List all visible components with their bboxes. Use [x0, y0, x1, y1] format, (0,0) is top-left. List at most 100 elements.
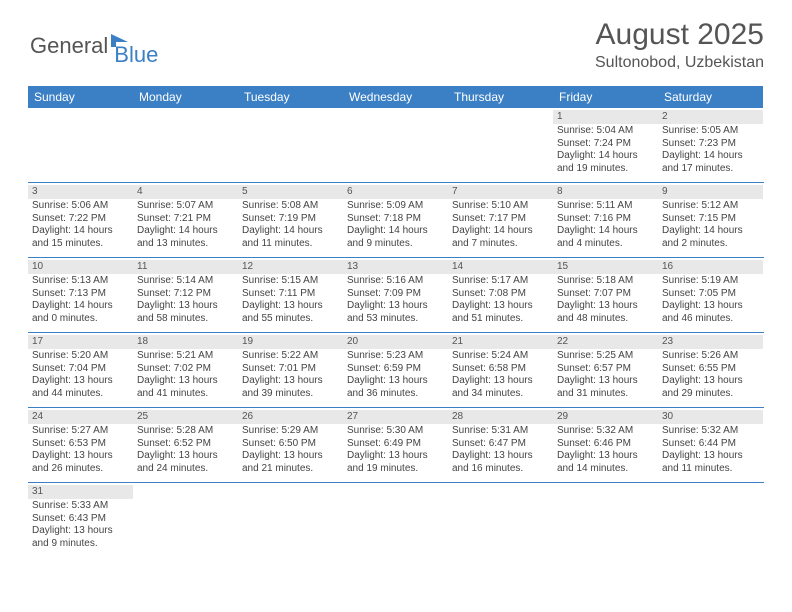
- day-info-line: Sunrise: 5:06 AM: [32, 200, 129, 213]
- day-info-line: Daylight: 13 hours: [137, 375, 234, 388]
- day-number: 7: [448, 185, 553, 199]
- day-info-line: and 16 minutes.: [452, 463, 549, 476]
- day-cell: 2Sunrise: 5:05 AMSunset: 7:23 PMDaylight…: [658, 108, 763, 182]
- day-number: 19: [238, 335, 343, 349]
- day-number: 11: [133, 260, 238, 274]
- dow-header: Wednesday: [343, 86, 448, 108]
- day-cell: 12Sunrise: 5:15 AMSunset: 7:11 PMDayligh…: [238, 258, 343, 332]
- day-number: 15: [553, 260, 658, 274]
- day-number: 30: [658, 410, 763, 424]
- day-cell: 30Sunrise: 5:32 AMSunset: 6:44 PMDayligh…: [658, 408, 763, 482]
- day-info-line: and 48 minutes.: [557, 313, 654, 326]
- day-info-line: and 26 minutes.: [32, 463, 129, 476]
- day-info-line: Daylight: 14 hours: [32, 225, 129, 238]
- dow-header: Monday: [133, 86, 238, 108]
- logo: General Blue: [30, 24, 158, 68]
- day-info-line: Sunrise: 5:29 AM: [242, 425, 339, 438]
- day-cell: 4Sunrise: 5:07 AMSunset: 7:21 PMDaylight…: [133, 183, 238, 257]
- day-number: 22: [553, 335, 658, 349]
- day-info-line: Sunrise: 5:20 AM: [32, 350, 129, 363]
- day-cell: [133, 483, 238, 557]
- day-info-line: Sunset: 7:05 PM: [662, 288, 759, 301]
- day-info-line: Daylight: 14 hours: [32, 300, 129, 313]
- day-info-line: Sunset: 7:18 PM: [347, 213, 444, 226]
- logo-text-2: Blue: [114, 42, 158, 68]
- day-info-line: Daylight: 13 hours: [347, 375, 444, 388]
- day-cell: 24Sunrise: 5:27 AMSunset: 6:53 PMDayligh…: [28, 408, 133, 482]
- day-info-line: and 36 minutes.: [347, 388, 444, 401]
- day-info-line: Sunset: 7:22 PM: [32, 213, 129, 226]
- day-info-line: and 13 minutes.: [137, 238, 234, 251]
- day-info-line: Sunrise: 5:21 AM: [137, 350, 234, 363]
- day-info-line: Daylight: 13 hours: [452, 450, 549, 463]
- day-number: 18: [133, 335, 238, 349]
- day-info-line: Sunrise: 5:05 AM: [662, 125, 759, 138]
- day-info-line: Sunrise: 5:27 AM: [32, 425, 129, 438]
- day-cell: [448, 483, 553, 557]
- dow-row: SundayMondayTuesdayWednesdayThursdayFrid…: [28, 86, 764, 108]
- day-info-line: Daylight: 14 hours: [662, 225, 759, 238]
- day-info-line: and 2 minutes.: [662, 238, 759, 251]
- day-cell: [658, 483, 763, 557]
- day-info-line: Sunrise: 5:14 AM: [137, 275, 234, 288]
- day-cell: 5Sunrise: 5:08 AMSunset: 7:19 PMDaylight…: [238, 183, 343, 257]
- day-info-line: Sunset: 6:53 PM: [32, 438, 129, 451]
- week-row: 10Sunrise: 5:13 AMSunset: 7:13 PMDayligh…: [28, 258, 764, 333]
- day-info-line: Daylight: 13 hours: [557, 375, 654, 388]
- day-info-line: Daylight: 14 hours: [137, 225, 234, 238]
- day-info-line: Sunset: 7:17 PM: [452, 213, 549, 226]
- title-block: August 2025 Sultonobod, Uzbekistan: [595, 18, 764, 72]
- day-info-line: Sunrise: 5:04 AM: [557, 125, 654, 138]
- day-info-line: Sunset: 6:43 PM: [32, 513, 129, 526]
- day-number: [133, 485, 238, 499]
- day-number: 20: [343, 335, 448, 349]
- day-cell: 8Sunrise: 5:11 AMSunset: 7:16 PMDaylight…: [553, 183, 658, 257]
- day-info-line: and 41 minutes.: [137, 388, 234, 401]
- day-info-line: Sunrise: 5:11 AM: [557, 200, 654, 213]
- day-info-line: and 19 minutes.: [557, 163, 654, 176]
- day-info-line: and 7 minutes.: [452, 238, 549, 251]
- location: Sultonobod, Uzbekistan: [595, 54, 764, 72]
- day-info-line: Sunset: 7:23 PM: [662, 138, 759, 151]
- day-info-line: and 46 minutes.: [662, 313, 759, 326]
- day-info-line: Sunrise: 5:09 AM: [347, 200, 444, 213]
- day-info-line: Sunset: 6:49 PM: [347, 438, 444, 451]
- week-row: 31Sunrise: 5:33 AMSunset: 6:43 PMDayligh…: [28, 483, 764, 557]
- day-number: [448, 485, 553, 499]
- day-info-line: and 19 minutes.: [347, 463, 444, 476]
- day-info-line: Sunset: 7:15 PM: [662, 213, 759, 226]
- day-info-line: and 51 minutes.: [452, 313, 549, 326]
- day-number: 28: [448, 410, 553, 424]
- day-info-line: Sunrise: 5:22 AM: [242, 350, 339, 363]
- day-info-line: Sunset: 7:02 PM: [137, 363, 234, 376]
- day-cell: 22Sunrise: 5:25 AMSunset: 6:57 PMDayligh…: [553, 333, 658, 407]
- day-info-line: Daylight: 13 hours: [242, 300, 339, 313]
- day-info-line: Sunrise: 5:31 AM: [452, 425, 549, 438]
- day-cell: 25Sunrise: 5:28 AMSunset: 6:52 PMDayligh…: [133, 408, 238, 482]
- day-info-line: Sunrise: 5:26 AM: [662, 350, 759, 363]
- day-info-line: Sunset: 6:47 PM: [452, 438, 549, 451]
- day-number: [133, 110, 238, 124]
- day-info-line: and 34 minutes.: [452, 388, 549, 401]
- week-row: 1Sunrise: 5:04 AMSunset: 7:24 PMDaylight…: [28, 108, 764, 183]
- day-cell: 19Sunrise: 5:22 AMSunset: 7:01 PMDayligh…: [238, 333, 343, 407]
- day-info-line: Sunrise: 5:28 AM: [137, 425, 234, 438]
- day-info-line: Sunrise: 5:32 AM: [662, 425, 759, 438]
- day-info-line: Daylight: 14 hours: [242, 225, 339, 238]
- day-number: 1: [553, 110, 658, 124]
- day-info-line: Sunrise: 5:17 AM: [452, 275, 549, 288]
- day-info-line: Daylight: 13 hours: [32, 375, 129, 388]
- day-cell: 15Sunrise: 5:18 AMSunset: 7:07 PMDayligh…: [553, 258, 658, 332]
- day-info-line: Sunset: 6:44 PM: [662, 438, 759, 451]
- day-cell: [238, 483, 343, 557]
- day-info-line: and 15 minutes.: [32, 238, 129, 251]
- day-cell: [238, 108, 343, 182]
- dow-header: Sunday: [28, 86, 133, 108]
- week-row: 17Sunrise: 5:20 AMSunset: 7:04 PMDayligh…: [28, 333, 764, 408]
- dow-header: Saturday: [658, 86, 763, 108]
- day-info-line: Sunset: 6:59 PM: [347, 363, 444, 376]
- day-number: 25: [133, 410, 238, 424]
- day-info-line: Sunrise: 5:15 AM: [242, 275, 339, 288]
- day-cell: 26Sunrise: 5:29 AMSunset: 6:50 PMDayligh…: [238, 408, 343, 482]
- day-info-line: Sunset: 7:11 PM: [242, 288, 339, 301]
